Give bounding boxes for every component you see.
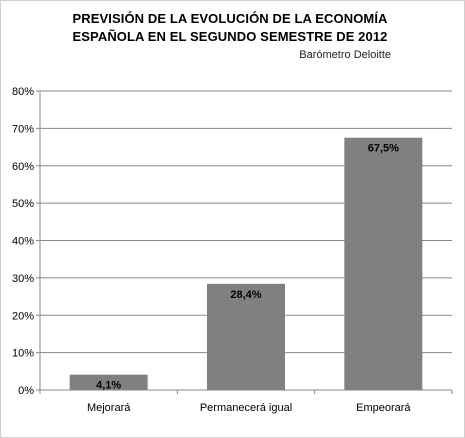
label-layer: 4,1% Mejorará 28,4% Permanecerá igual 67,5% E… (87, 143, 411, 414)
y-tick-label: 20% (12, 310, 34, 322)
y-tick-label: 50% (12, 198, 34, 210)
data-label: 67,5% (368, 143, 399, 155)
y-tick-label: 70% (12, 123, 34, 135)
data-label: 4,1% (96, 380, 121, 392)
chart-title-line-2: ESPAÑOLA EN EL SEGUNDO SEMESTRE DE 2012 (72, 29, 388, 44)
bar (344, 137, 423, 390)
data-label: 28,4% (230, 289, 261, 301)
y-tick-label: 80% (12, 86, 34, 98)
y-tick-label: 0% (18, 385, 34, 397)
y-tick-label: 60% (12, 161, 34, 173)
chart-subtitle: Barómetro Deloitte (299, 49, 391, 61)
chart-title: PREVISIÓN DE LA EVOLUCIÓN DE LA ECONOMÍA… (40, 10, 420, 46)
bar (69, 374, 148, 390)
chart-title-line-1: PREVISIÓN DE LA EVOLUCIÓN DE LA ECONOMÍA (72, 11, 388, 26)
y-tick-label: 30% (12, 273, 34, 285)
x-tick-label: Permanecerá igual (200, 402, 292, 414)
bar (207, 283, 285, 390)
bar-layer (69, 137, 423, 390)
y-tick-label: 10% (12, 348, 34, 360)
y-tick-label: 40% (12, 236, 34, 248)
x-tick-label: Empeorará (356, 402, 411, 414)
x-tick-label: Mejorará (87, 402, 131, 414)
